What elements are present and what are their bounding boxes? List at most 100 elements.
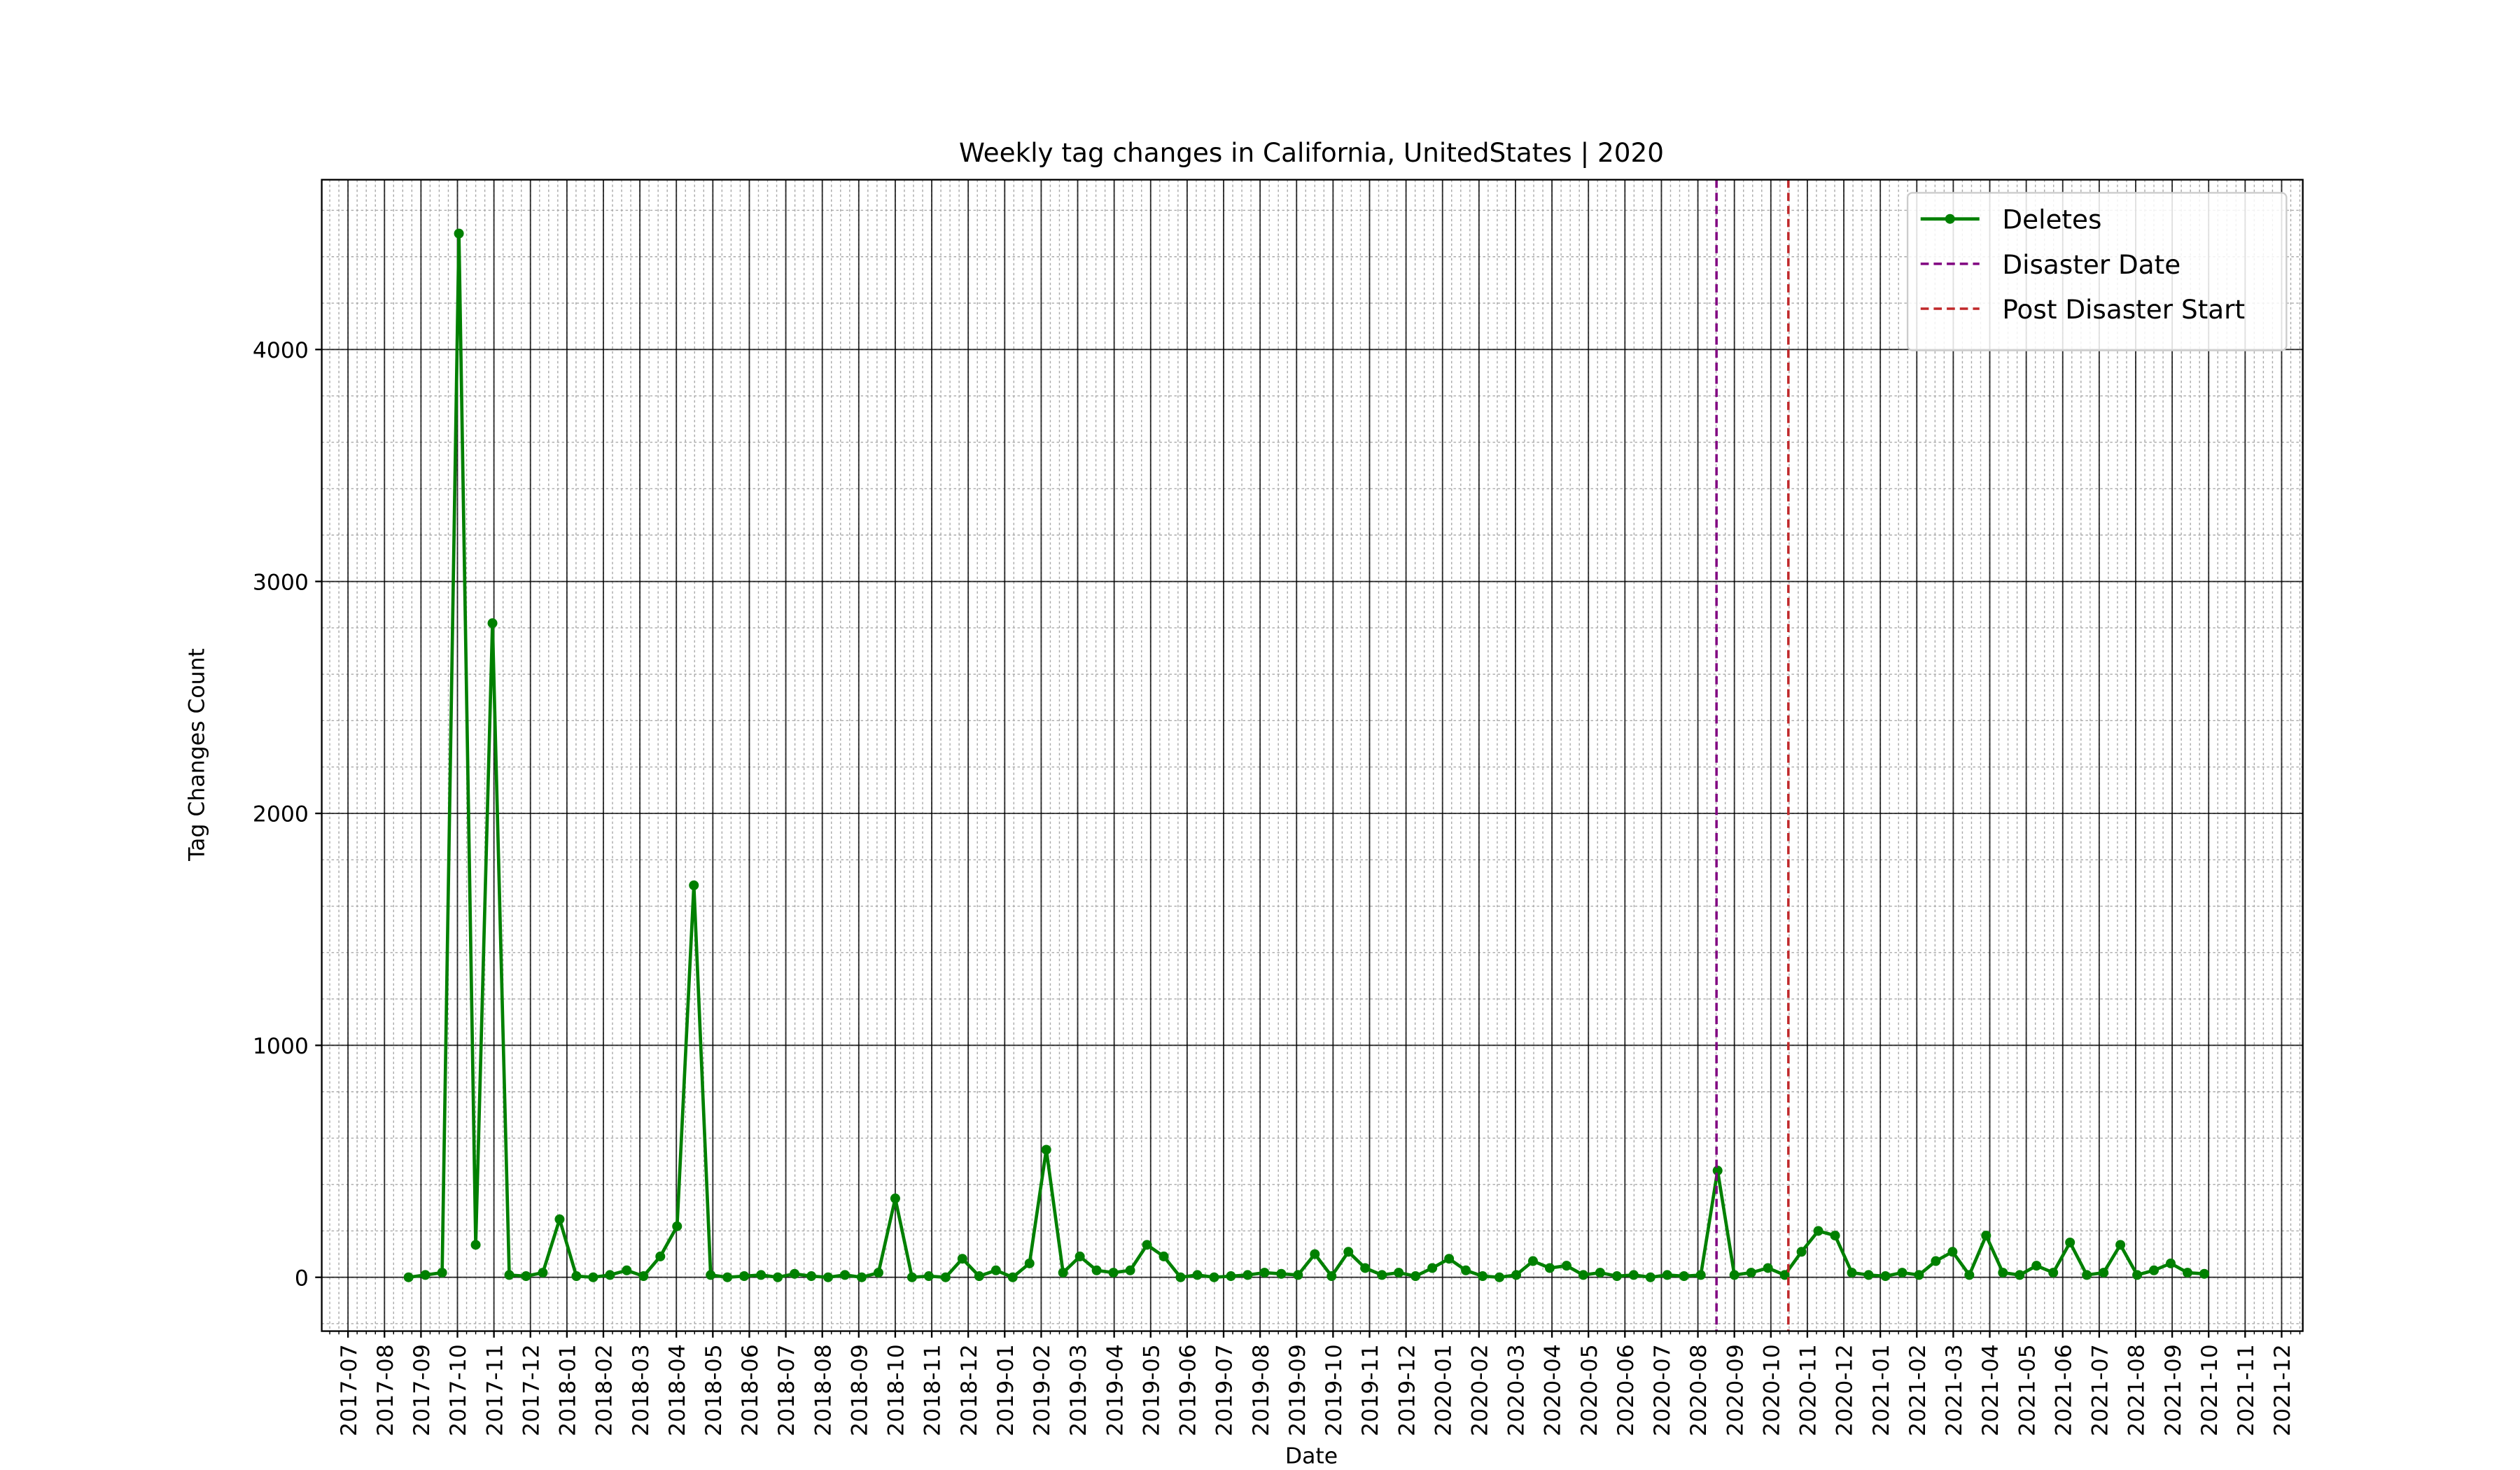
x-tick-label: 2020-04 [1541, 1344, 1566, 1436]
data-point [706, 1270, 716, 1280]
data-point [2166, 1258, 2176, 1268]
data-point [1931, 1256, 1941, 1266]
x-tick-label: 2018-11 [920, 1344, 946, 1436]
x-tick-label: 2017-10 [446, 1344, 471, 1436]
x-tick-label: 2018-08 [811, 1344, 836, 1436]
data-point [1494, 1272, 1505, 1282]
x-tick-label: 2020-11 [1796, 1344, 1821, 1436]
data-point [1091, 1265, 1102, 1275]
x-tick-label: 2018-07 [774, 1344, 799, 1436]
x-tick-label: 2019-07 [1212, 1344, 1238, 1436]
data-point [1527, 1256, 1538, 1266]
x-tick-label: 2017-12 [519, 1344, 544, 1436]
x-tick-label: 2021-04 [1978, 1344, 2003, 1436]
data-point [1830, 1231, 1840, 1241]
x-tick-label: 2020-06 [1614, 1344, 1639, 1436]
data-point [1259, 1268, 1270, 1278]
x-tick-label: 2019-08 [1249, 1344, 1274, 1436]
data-point [1478, 1271, 1488, 1282]
data-point [1763, 1263, 1773, 1273]
data-point [1209, 1272, 1219, 1282]
data-point [470, 1240, 481, 1250]
grid: 0 1000 2000 3000 4000 2017-07 2017-08 2017-09 20… [253, 179, 2303, 1436]
x-tick-label: 2018-12 [957, 1344, 982, 1436]
data-point [1947, 1247, 1958, 1257]
data-point [940, 1272, 951, 1282]
data-point [1276, 1268, 1287, 1279]
data-point [1964, 1270, 1975, 1280]
data-point [2115, 1240, 2126, 1250]
data-point [1007, 1272, 1018, 1282]
x-tick-label: 2018-05 [701, 1344, 727, 1436]
x-tick-label: 2021-02 [1905, 1344, 1931, 1436]
data-point [2031, 1261, 2042, 1271]
y-tick-label: 1000 [253, 1034, 309, 1059]
x-tick-label: 2021-08 [2124, 1344, 2150, 1436]
data-point [1981, 1231, 1991, 1241]
x-tick-label: 2018-01 [556, 1344, 581, 1436]
data-point [1729, 1270, 1740, 1280]
data-point [990, 1265, 1001, 1275]
data-point [1293, 1270, 1303, 1280]
data-point [2065, 1238, 2076, 1248]
data-point [1712, 1166, 1723, 1176]
x-tick-label: 2021-06 [2051, 1344, 2076, 1436]
data-point [622, 1265, 632, 1275]
x-tick-label: 2021-03 [1942, 1344, 1967, 1436]
data-point [1578, 1270, 1588, 1280]
data-point [2132, 1270, 2143, 1280]
plot-area [403, 179, 2209, 1331]
legend-label: Disaster Date [2002, 249, 2180, 280]
data-point [655, 1251, 666, 1261]
data-point [2048, 1268, 2059, 1278]
data-point [1108, 1268, 1119, 1278]
data-point [588, 1272, 598, 1282]
data-point [554, 1214, 565, 1224]
data-point [2149, 1265, 2160, 1275]
x-tick-label: 2019-04 [1102, 1344, 1128, 1436]
data-point [1226, 1271, 1236, 1282]
x-tick-label: 2017-11 [482, 1344, 507, 1436]
legend: Deletes Disaster Date Post Disaster Start [1906, 192, 2288, 351]
data-point [1645, 1272, 1656, 1282]
x-tick-label: 2020-10 [1759, 1344, 1784, 1436]
data-point [2099, 1268, 2109, 1278]
data-point [1847, 1268, 1857, 1278]
x-tick-label: 2018-02 [592, 1344, 617, 1436]
x-tick-label: 2020-03 [1504, 1344, 1530, 1436]
data-point [1444, 1254, 1455, 1264]
data-point [1628, 1270, 1639, 1280]
data-point [823, 1272, 834, 1282]
data-point [689, 880, 699, 890]
data-point [2199, 1268, 2209, 1279]
data-point [403, 1272, 414, 1282]
data-point [806, 1271, 817, 1282]
x-tick-label: 2020-09 [1723, 1344, 1748, 1436]
data-point [1863, 1270, 1874, 1280]
data-point [873, 1268, 883, 1278]
x-tick-label: 2021-10 [2197, 1344, 2222, 1436]
data-point [1679, 1271, 1689, 1282]
data-point [1914, 1270, 1924, 1280]
data-point [1394, 1268, 1404, 1278]
data-point [1125, 1265, 1135, 1275]
x-tick-label: 2018-10 [884, 1344, 909, 1436]
data-point [1360, 1263, 1371, 1273]
data-point [1427, 1263, 1438, 1273]
data-point [1897, 1268, 1907, 1278]
data-point [840, 1270, 850, 1280]
x-tick-label: 2019-01 [993, 1344, 1018, 1436]
axes-frame [321, 178, 2304, 1332]
data-point [1611, 1271, 1622, 1282]
data-point [974, 1271, 984, 1282]
data-point [923, 1271, 934, 1282]
data-point [1544, 1263, 1555, 1273]
x-tick-label: 2017-07 [337, 1344, 362, 1436]
y-tick-label: 0 [295, 1266, 309, 1291]
data-point [1880, 1271, 1891, 1282]
data-point [1192, 1270, 1203, 1280]
x-tick-label: 2019-12 [1394, 1344, 1420, 1436]
data-point [790, 1268, 800, 1279]
x-tick-label: 2021-01 [1869, 1344, 1894, 1436]
y-tick-label: 2000 [253, 802, 309, 827]
